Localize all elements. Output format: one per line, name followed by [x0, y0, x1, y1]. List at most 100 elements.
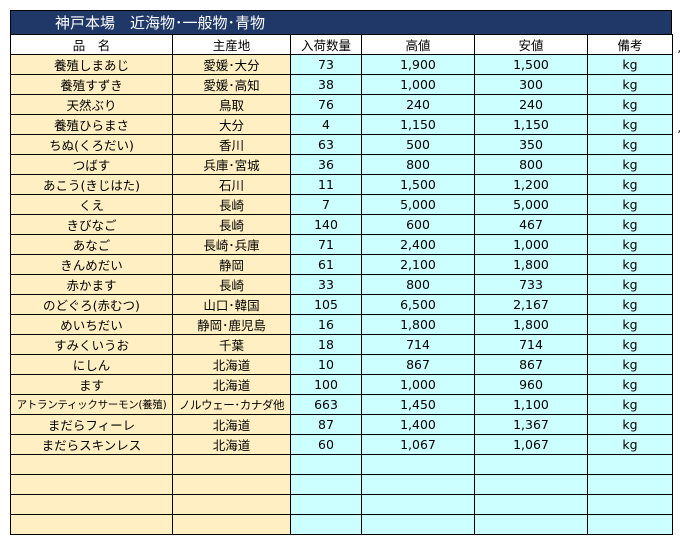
cell-origin: 北海道	[172, 354, 291, 375]
cell-qty: 105	[290, 294, 362, 315]
cell-origin: 山口･韓国	[172, 294, 291, 315]
cell-origin: 千葉	[172, 334, 291, 355]
cell-high: 1,800	[361, 314, 475, 335]
cell-name: きびなご	[10, 214, 173, 235]
cell-name: 天然ぶり	[10, 94, 173, 115]
header-row: 品 名 主産地 入荷数量 高値 安値 備考	[10, 34, 673, 55]
cell-qty	[290, 454, 362, 475]
header-low: 安値	[474, 34, 588, 55]
cell-note: kg	[587, 254, 673, 275]
cell-high: 800	[361, 274, 475, 295]
cell-origin: 静岡･鹿児島	[172, 314, 291, 335]
cell-low: 867	[474, 354, 588, 375]
cell-low: 350	[474, 134, 588, 155]
cell-qty	[290, 494, 362, 515]
cell-name: まだらスキンレス	[10, 434, 173, 455]
cell-qty: 38	[290, 74, 362, 95]
sheet-title: 神戸本場 近海物･一般物･青物	[10, 10, 672, 34]
cell-low: 1,000	[474, 234, 588, 255]
cell-high: 1,000	[361, 374, 475, 395]
price-sheet: 神戸本場 近海物･一般物･青物 品 名 主産地 入荷数量 高値 安値 備考 養殖…	[10, 10, 673, 535]
cell-high: 2,400	[361, 234, 475, 255]
header-note: 備考	[587, 34, 673, 55]
cell-note: kg	[587, 74, 673, 95]
cell-name: 赤かます	[10, 274, 173, 295]
cell-note: kg	[587, 94, 673, 115]
side-mark: ,	[677, 122, 682, 135]
header-qty: 入荷数量	[290, 34, 362, 55]
cell-origin: 香川	[172, 134, 291, 155]
cell-low: 733	[474, 274, 588, 295]
cell-qty: 33	[290, 274, 362, 295]
cell-high: 1,000	[361, 74, 475, 95]
cell-origin: 北海道	[172, 414, 291, 435]
cell-qty: 663	[290, 394, 362, 415]
cell-name	[10, 494, 173, 515]
cell-qty: 4	[290, 114, 362, 135]
table-row	[10, 494, 673, 515]
cell-name	[10, 514, 173, 535]
cell-origin: 長崎	[172, 274, 291, 295]
cell-note: kg	[587, 214, 673, 235]
cell-name: すみくいうお	[10, 334, 173, 355]
cell-name: 養殖すずき	[10, 74, 173, 95]
cell-origin: 石川	[172, 174, 291, 195]
cell-low: 300	[474, 74, 588, 95]
cell-name: アトランティックサーモン(養殖)	[10, 394, 173, 415]
cell-low: 2,167	[474, 294, 588, 315]
cell-high: 5,000	[361, 194, 475, 215]
cell-note: kg	[587, 234, 673, 255]
cell-note: kg	[587, 194, 673, 215]
cell-high: 867	[361, 354, 475, 375]
table-row: つばす 兵庫･宮城 36 800 800 kg	[10, 154, 673, 175]
cell-high: 714	[361, 334, 475, 355]
cell-name: まだらフィーレ	[10, 414, 173, 435]
cell-qty: 11	[290, 174, 362, 195]
cell-qty	[290, 474, 362, 495]
table-row: まだらスキンレス 北海道 60 1,067 1,067 kg	[10, 434, 673, 455]
table-row: あなご 長崎･兵庫 71 2,400 1,000 kg	[10, 234, 673, 255]
cell-high: 1,067	[361, 434, 475, 455]
cell-low: 800	[474, 154, 588, 175]
cell-note	[587, 454, 673, 475]
table-row: 養殖しまあじ 愛媛･大分 73 1,900 1,500 kg	[10, 54, 673, 75]
cell-low: 1,200	[474, 174, 588, 195]
cell-origin: 愛媛･大分	[172, 54, 291, 75]
table-row: あこう(きじはた) 石川 11 1,500 1,200 kg	[10, 174, 673, 195]
cell-low	[474, 474, 588, 495]
cell-high	[361, 474, 475, 495]
cell-name: あなご	[10, 234, 173, 255]
table-row: 赤かます 長崎 33 800 733 kg	[10, 274, 673, 295]
table-row: のどぐろ(赤むつ) 山口･韓国 105 6,500 2,167 kg	[10, 294, 673, 315]
cell-note	[587, 474, 673, 495]
table-row	[10, 454, 673, 475]
cell-note: kg	[587, 334, 673, 355]
cell-high: 1,150	[361, 114, 475, 135]
cell-high: 800	[361, 154, 475, 175]
cell-qty	[290, 514, 362, 535]
cell-origin: 愛媛･高知	[172, 74, 291, 95]
cell-low: 1,500	[474, 54, 588, 75]
table-row: くえ 長崎 7 5,000 5,000 kg	[10, 194, 673, 215]
cell-note: kg	[587, 54, 673, 75]
cell-low: 714	[474, 334, 588, 355]
table-row: きんめだい 静岡 61 2,100 1,800 kg	[10, 254, 673, 275]
cell-origin: 大分	[172, 114, 291, 135]
table-row: きびなご 長崎 140 600 467 kg	[10, 214, 673, 235]
table-row: 天然ぶり 鳥取 76 240 240 kg	[10, 94, 673, 115]
cell-qty: 36	[290, 154, 362, 175]
cell-qty: 16	[290, 314, 362, 335]
cell-note	[587, 494, 673, 515]
table-row: 養殖すずき 愛媛･高知 38 1,000 300 kg	[10, 74, 673, 95]
cell-note: kg	[587, 174, 673, 195]
cell-name: のどぐろ(赤むつ)	[10, 294, 173, 315]
header-origin: 主産地	[172, 34, 291, 55]
cell-low: 1,800	[474, 314, 588, 335]
cell-name: つばす	[10, 154, 173, 175]
cell-origin: 長崎･兵庫	[172, 234, 291, 255]
table-row: ちぬ(くろだい) 香川 63 500 350 kg	[10, 134, 673, 155]
cell-name: きんめだい	[10, 254, 173, 275]
cell-origin: 静岡	[172, 254, 291, 275]
cell-qty: 18	[290, 334, 362, 355]
cell-qty: 61	[290, 254, 362, 275]
